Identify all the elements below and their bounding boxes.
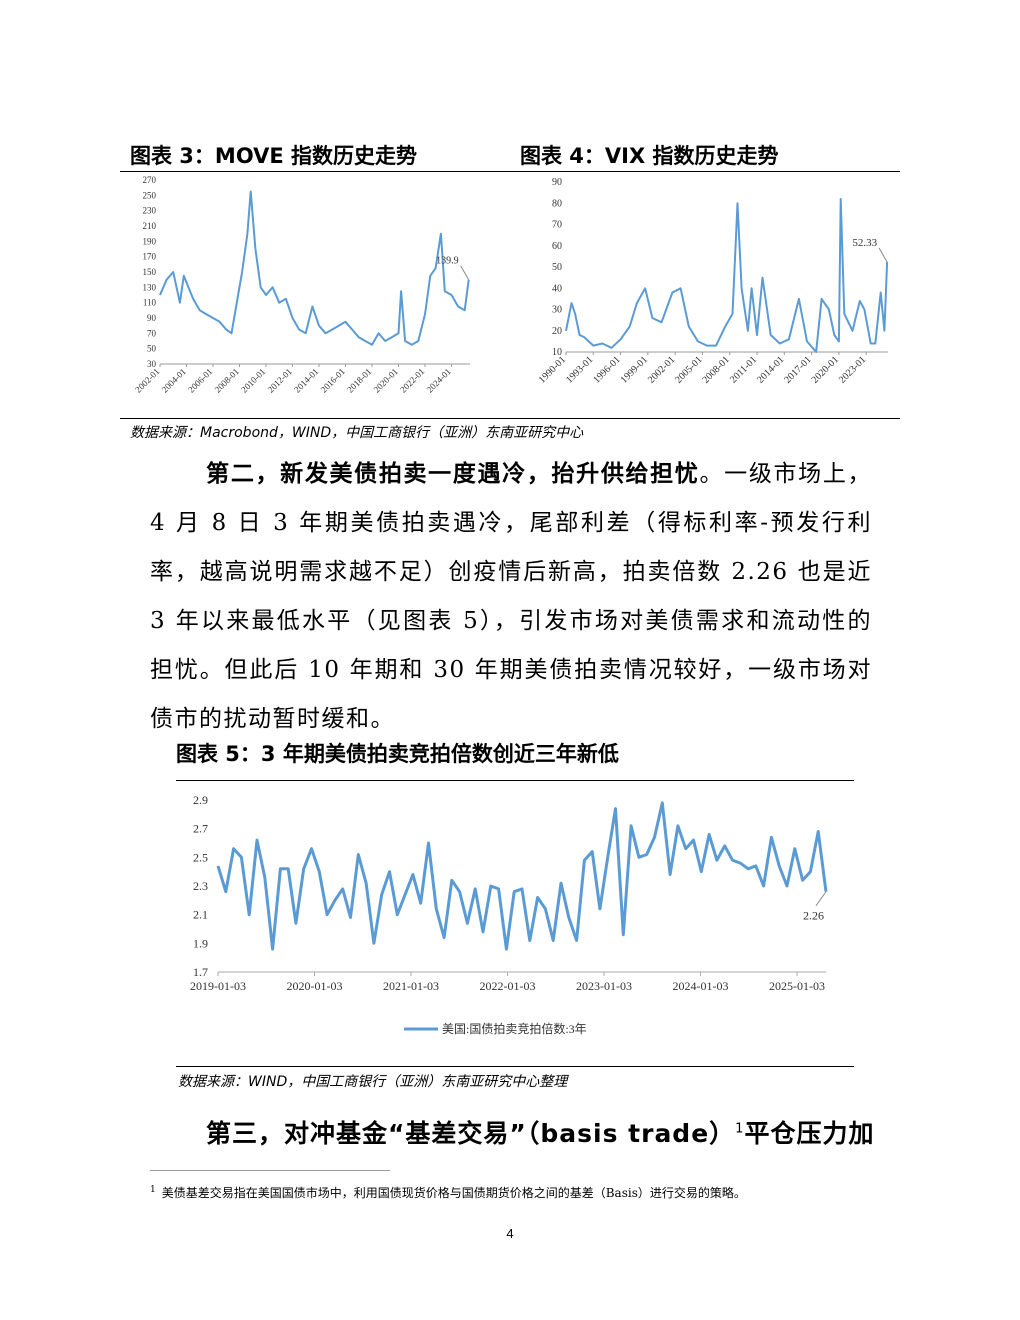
figure-5-title: 图表 5：3 年期美债拍卖竞拍倍数创近三年新低 xyxy=(176,742,619,766)
body-paragraph: 第二，新发美债拍卖一度遇冷，抬升供给担忧。一级市场上，4 月 8 日 3 年期美… xyxy=(150,450,872,744)
figure-5-top-rule xyxy=(176,780,854,781)
x-tick-label: 2006-01 xyxy=(186,366,214,394)
x-tick-label: 2014-01 xyxy=(755,354,786,385)
figure-rule xyxy=(120,418,900,419)
heading-text: 第三，对冲基金“基差交易”（basis trade） xyxy=(206,1119,736,1148)
annotation-label: 2.26 xyxy=(803,909,824,923)
x-tick-label: 2014-01 xyxy=(292,366,320,394)
source-note-2: 数据来源：WIND，中国工商银行（亚洲）东南亚研究中心整理 xyxy=(178,1074,568,1090)
y-tick-label: 40 xyxy=(552,283,562,294)
y-tick-label: 50 xyxy=(552,262,562,273)
x-tick-label: 2002-01 xyxy=(646,354,677,385)
figure-4-title: 图表 4：VIX 指数历史走势 xyxy=(520,144,779,168)
x-tick-label: 2022-01 xyxy=(398,366,426,394)
y-tick-label: 270 xyxy=(143,175,157,185)
y-tick-label: 50 xyxy=(147,344,157,354)
x-tick-label: 2002-01 xyxy=(133,366,161,394)
x-tick-label: 1996-01 xyxy=(591,354,622,385)
x-tick-label: 2005-01 xyxy=(673,354,704,385)
annotation-leader xyxy=(460,265,470,280)
x-tick-label: 2008-01 xyxy=(700,354,731,385)
x-tick-label: 2011-01 xyxy=(728,354,759,385)
move-chart: 30 50 70 90 110 130 150 170 190 210 230 250 270 2002-… xyxy=(133,175,470,395)
x-tick-label: 2022-01-03 xyxy=(480,979,536,993)
x-tick-label: 1990-01 xyxy=(537,354,568,385)
x-tick-label: 2023-01-03 xyxy=(576,979,632,993)
legend-label: 美国:国债拍卖竞拍倍数:3年 xyxy=(442,1021,587,1036)
x-tick-label: 2018-01 xyxy=(345,366,373,394)
x-tick-label: 2017-01 xyxy=(782,354,813,385)
figure-5-bottom-rule xyxy=(176,1066,854,1067)
auction-chart: 1.7 1.9 2.1 2.3 2.5 2.7 2.9 2019-01-03 2020-01-0… xyxy=(190,793,828,1036)
y-tick-label: 80 xyxy=(552,198,562,209)
x-tick-label: 2016-01 xyxy=(319,366,347,394)
x-tick-label: 1999-01 xyxy=(619,354,650,385)
annotation-label: 52.33 xyxy=(852,237,877,249)
x-tick-label: 2010-01 xyxy=(239,366,267,394)
y-tick-label: 2.1 xyxy=(193,908,208,922)
footnote-text: 美债基差交易指在美国国债市场中，利用国债现货价格与国债期货价格之间的基差（Bas… xyxy=(161,1186,746,1200)
paragraph-text: 。一级市场上，4 月 8 日 3 年期美债拍卖遇冷，尾部利差（得标利率-预发行利… xyxy=(150,461,873,732)
x-tick-label: 2023-01 xyxy=(837,354,868,385)
x-tick-label: 2012-01 xyxy=(266,366,294,394)
y-tick-label: 30 xyxy=(552,305,562,316)
top-rule xyxy=(120,171,900,172)
x-tick-label: 2021-01-03 xyxy=(383,979,439,993)
y-tick-label: 1.7 xyxy=(193,965,208,979)
y-tick-label: 1.9 xyxy=(193,936,208,950)
y-tick-label: 230 xyxy=(143,206,157,216)
y-tick-label: 70 xyxy=(552,220,562,231)
x-tick-label: 2019-01-03 xyxy=(190,979,246,993)
paragraph-lead: 第二，新发美债拍卖一度遇冷，抬升供给担忧 xyxy=(206,461,700,487)
x-tick-label: 2008-01 xyxy=(213,366,241,394)
y-tick-label: 170 xyxy=(143,252,157,262)
y-tick-label: 130 xyxy=(143,282,157,292)
y-tick-label: 90 xyxy=(147,313,157,323)
y-tick-label: 60 xyxy=(552,241,562,252)
annotation-leader xyxy=(815,891,827,907)
figure-3-title: 图表 3：MOVE 指数历史走势 xyxy=(130,144,418,168)
page-number: 4 xyxy=(506,1226,514,1241)
x-tick-label: 1993-01 xyxy=(564,354,595,385)
y-tick-label: 250 xyxy=(143,190,157,200)
footnote-ref: 1 xyxy=(735,1121,745,1137)
y-tick-label: 110 xyxy=(143,298,157,308)
annotation-label: 139.9 xyxy=(436,256,459,267)
y-tick-label: 2.9 xyxy=(193,793,208,807)
y-tick-label: 2.3 xyxy=(193,879,208,893)
footnote-mark: 1 xyxy=(150,1185,156,1195)
y-tick-label: 30 xyxy=(147,359,157,369)
y-tick-label: 2.7 xyxy=(193,822,208,836)
heading-tail: 平仓压力加 xyxy=(744,1119,875,1148)
y-tick-label: 150 xyxy=(143,267,157,277)
x-tick-label: 2020-01 xyxy=(372,366,400,394)
x-tick-label: 2020-01-03 xyxy=(287,979,343,993)
x-tick-label: 2025-01-03 xyxy=(769,979,825,993)
vix-chart: 10 20 30 40 50 60 70 80 90 1990-011993-011996-011… xyxy=(537,177,889,386)
series-line xyxy=(565,198,889,353)
y-tick-label: 10 xyxy=(552,347,562,358)
x-tick-label: 2024-01 xyxy=(425,366,453,394)
y-tick-label: 190 xyxy=(143,236,157,246)
y-tick-label: 2.5 xyxy=(193,850,208,864)
footnote: 1 美债基差交易指在美国国债市场中，利用国债现货价格与国债期货价格之间的基差（Ba… xyxy=(150,1184,880,1201)
footnote-rule xyxy=(150,1170,390,1171)
x-tick-label: 2020-01 xyxy=(810,354,841,385)
annotation-leader xyxy=(878,247,888,263)
x-tick-label: 2024-01-03 xyxy=(673,979,729,993)
source-note-1: 数据来源：Macrobond，WIND，中国工商银行（亚洲）东南亚研究中心 xyxy=(130,425,584,441)
series-line xyxy=(159,190,470,346)
x-tick-label: 2004-01 xyxy=(160,366,188,394)
series-line xyxy=(216,801,828,951)
y-tick-label: 70 xyxy=(147,328,157,338)
y-tick-label: 210 xyxy=(143,221,157,231)
y-tick-label: 20 xyxy=(552,326,562,337)
section-heading: 第三，对冲基金“基差交易”（basis trade）1平仓压力加 xyxy=(150,1114,875,1150)
y-tick-label: 90 xyxy=(552,177,562,188)
